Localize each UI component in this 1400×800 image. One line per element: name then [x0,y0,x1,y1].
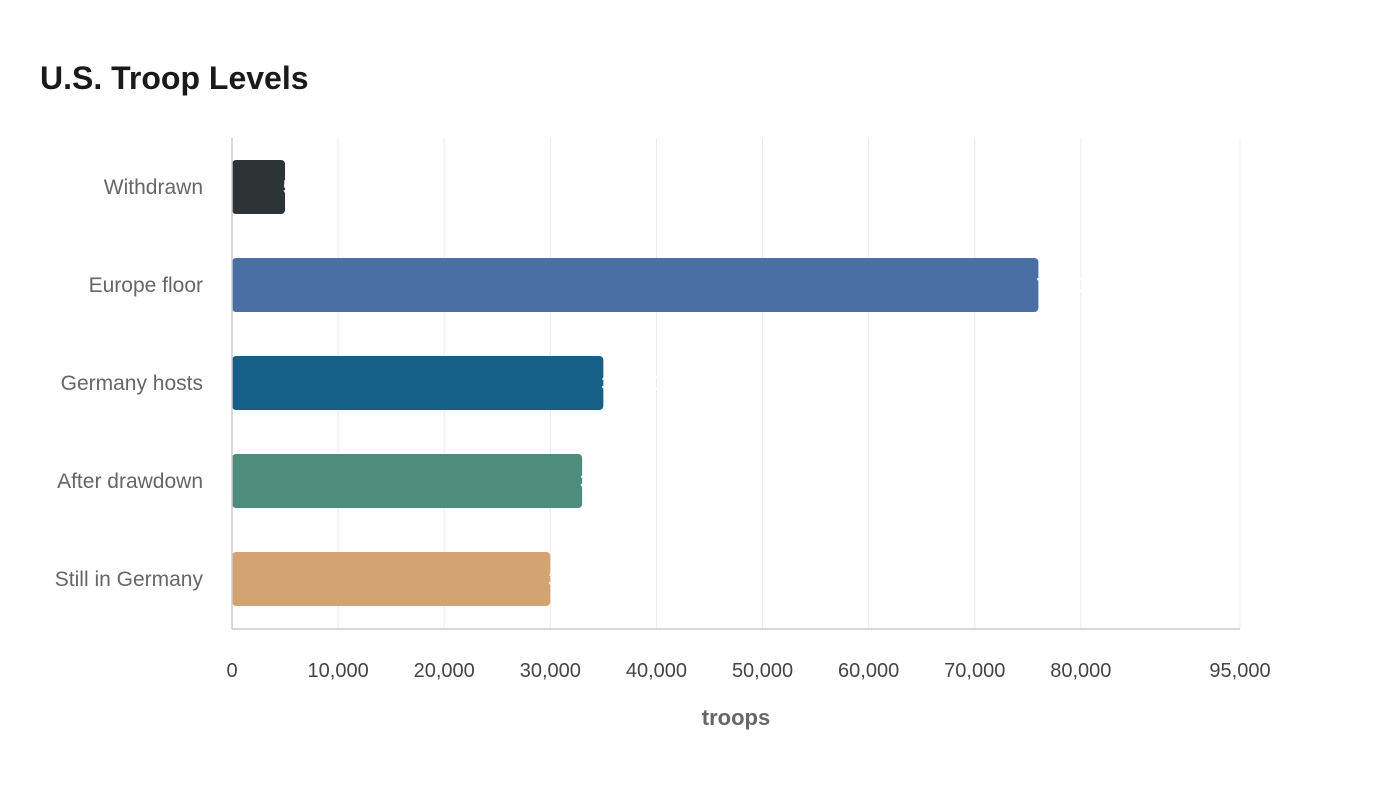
category-label: Still in Germany [55,568,204,591]
category-label: Withdrawn [104,176,203,199]
category-label: Germany hosts [61,372,203,395]
x-axis-title: troops [702,705,770,730]
data-label: 33,000 [580,471,641,493]
x-tick-label: 20,000 [414,660,475,682]
x-tick-label: 30,000 [520,660,581,682]
x-tick-label: 40,000 [626,660,687,682]
x-tick-label: 0 [226,660,237,682]
bar-europe-floor [232,258,1039,312]
x-tick-label: 10,000 [308,660,369,682]
bar-germany-hosts [232,356,604,410]
x-tick-label: 95,000 [1209,660,1270,682]
x-tick-label: 70,000 [944,660,1005,682]
data-label: 35,000 [601,373,662,395]
x-tick-label: 60,000 [838,660,899,682]
bar-still-in-germany [232,552,551,606]
data-label: 5,000 [283,177,333,199]
data-label: 76,000 [1036,275,1097,297]
bar-after-drawdown [232,454,583,508]
chart-title: U.S. Troop Levels [40,60,309,96]
bar-withdrawn [232,160,286,214]
category-label: After drawdown [57,470,203,493]
data-label: 30,000 [548,569,609,591]
x-tick-label: 80,000 [1050,660,1111,682]
category-label: Europe floor [89,274,203,297]
x-tick-label: 50,000 [732,660,793,682]
